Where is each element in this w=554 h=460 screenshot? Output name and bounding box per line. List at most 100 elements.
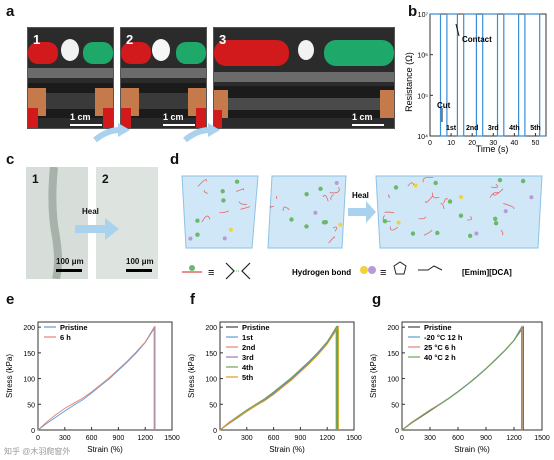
ion	[313, 210, 318, 215]
polymer-chain	[236, 188, 245, 192]
hbond-motif-icon	[189, 265, 195, 271]
polymer-chain	[431, 192, 440, 199]
polymer-chain	[467, 216, 473, 221]
scale-bar-label: 1 cm	[70, 112, 91, 122]
equiv-symbol: ≡	[380, 267, 386, 279]
arrow-head	[118, 123, 130, 137]
gel-piece-right	[267, 175, 347, 249]
hbond-site	[467, 233, 473, 239]
polymer-chain	[423, 229, 433, 236]
anion-icon	[368, 266, 376, 274]
hbond-site	[221, 198, 226, 203]
x-tick-label: 40	[510, 140, 518, 147]
ion	[529, 195, 534, 200]
x-tick-label: 1500	[346, 435, 362, 442]
resistance-chart: Resistance (Ω) Time (s) 10⁴ 10⁵ 10⁶ 10⁷ 0 10 2…	[404, 12, 547, 154]
micrograph-illustration	[26, 167, 88, 279]
y-tick-label: 100	[205, 377, 217, 384]
x-tick-label: 900	[113, 435, 125, 442]
hbond-site	[497, 177, 503, 183]
series-line	[401, 325, 524, 431]
photo-illustration	[214, 28, 394, 128]
polymer-chain	[332, 226, 338, 232]
polymer-chain	[197, 179, 208, 187]
y-tick-label: 10⁴	[417, 134, 428, 141]
polymer-chain	[440, 203, 445, 210]
photo-cut-2: 2 1 cm	[120, 27, 207, 129]
imidazolium-icon	[393, 261, 407, 275]
stress-strain-chart-f: 0 50 100 150 200 0 300 600 900 1200 1500 Strain (%)…	[187, 321, 362, 454]
panel-label-c: c	[6, 151, 15, 168]
x-tick-label: 30	[489, 140, 497, 147]
legend-label: 5th	[242, 373, 254, 382]
hbond-site	[382, 219, 388, 224]
polymer-chain	[489, 191, 500, 198]
scale-bar	[163, 124, 195, 126]
x-tick-label: 600	[452, 435, 464, 442]
plot-frame	[219, 321, 355, 431]
polymer-chain	[322, 194, 329, 202]
scale-bar-label: 100 μm	[126, 257, 154, 266]
series-line	[37, 325, 156, 431]
legend-label: 25 °C 6 h	[424, 343, 456, 352]
polymer-chain	[418, 216, 426, 220]
ion	[222, 236, 227, 241]
ion	[396, 220, 401, 225]
x-axis-label: Strain (%)	[454, 445, 490, 454]
series-line	[401, 325, 522, 431]
panel-label-d: d	[170, 151, 180, 168]
polymer-chain	[500, 229, 504, 236]
heal-label-c: Heal	[82, 207, 99, 216]
legend-label: 2nd	[242, 343, 256, 352]
polymer-chain	[240, 206, 251, 210]
x-tick-label: 1200	[506, 435, 522, 442]
x-axis-label: Strain (%)	[87, 445, 123, 454]
x-tick-label: 0	[218, 435, 222, 442]
polymer-chain	[490, 183, 499, 188]
cycle-label: 3rd	[488, 125, 499, 132]
hbond-site	[393, 185, 399, 190]
polymer-chain	[425, 195, 434, 203]
hbond-site	[520, 178, 526, 184]
photo-illustration	[121, 28, 206, 128]
plot-frame	[37, 321, 173, 431]
scale-bar	[352, 124, 384, 126]
y-tick-label: 0	[213, 428, 217, 435]
hbond-site	[195, 232, 200, 237]
series-line	[219, 325, 338, 431]
y-tick-label: 10⁵	[417, 93, 428, 100]
il-legend-label: [Emim][DCA]	[462, 268, 512, 277]
x-axis-label: Strain (%)	[269, 445, 305, 454]
hbond-site	[304, 191, 309, 197]
polymer-chain	[503, 203, 515, 210]
y-tick-label: 200	[205, 325, 217, 332]
ion	[188, 236, 193, 241]
hbond-site	[435, 230, 440, 236]
stress-strain-chart-e: 0 50 100 150 200 0 300 600 900 1200 1500 Strain (%)…	[5, 321, 180, 454]
watermark: 知乎 @木羽爬窗外	[4, 447, 71, 456]
stress-strain-chart-g: 0 50 100 150 200 0 300 600 900 1200 1500 Strain (%)…	[369, 321, 550, 454]
series-line	[219, 325, 337, 431]
hbond-site	[433, 180, 438, 186]
x-tick-label: 600	[86, 435, 98, 442]
photo-number: 1	[33, 32, 41, 47]
polymer-chain	[203, 190, 208, 194]
x-tick-label: 10	[447, 140, 455, 147]
hbond-legend-label: Hydrogen bond	[292, 268, 351, 277]
cation-icon	[360, 266, 368, 274]
ion	[459, 194, 464, 199]
hbond-site	[493, 220, 499, 226]
cut-annotation: Cut	[437, 101, 451, 110]
ion	[228, 227, 233, 232]
heal-arrow-c	[75, 218, 119, 240]
photo-stretched-3: 3 1 cm	[213, 27, 395, 129]
cycle-label: 5th	[530, 125, 541, 132]
panel-label-a: a	[6, 3, 15, 20]
ion	[413, 183, 418, 188]
series-line	[37, 325, 155, 431]
y-tick-label: 50	[391, 402, 399, 409]
x-tick-label: 600	[268, 435, 280, 442]
polymer-chain	[282, 206, 290, 211]
cycle-label: 4th	[509, 125, 520, 132]
photo-illustration	[28, 28, 113, 128]
